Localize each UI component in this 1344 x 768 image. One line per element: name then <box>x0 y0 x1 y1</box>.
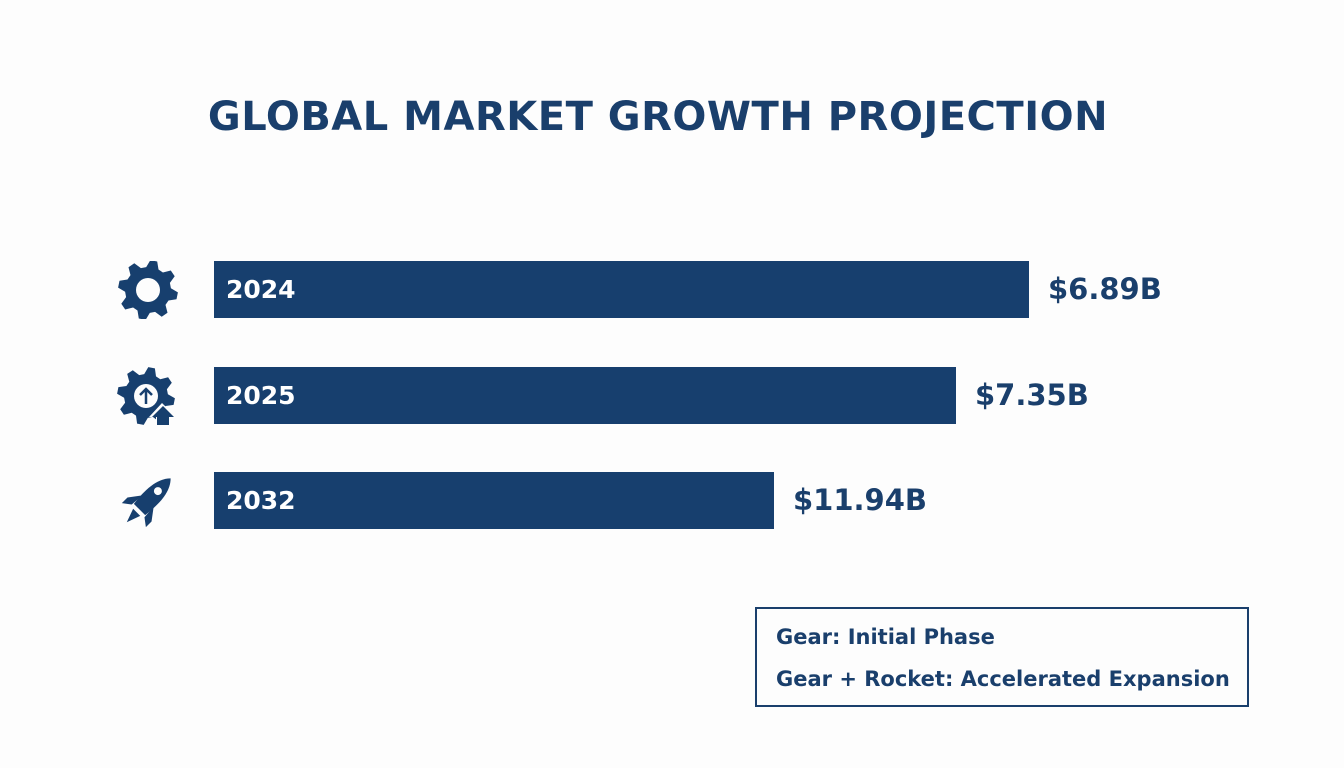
category-label: 2024 <box>226 275 296 304</box>
legend-entry-gear-rocket: Gear + Rocket: Accelerated Expansion <box>776 667 1230 691</box>
value-label: $7.35B <box>975 378 1089 412</box>
bar-2024: 2024 <box>214 261 1029 318</box>
rocket-icon <box>116 472 180 530</box>
bar-row-2024: 2024 $6.89B <box>0 260 1344 320</box>
bar-2032: 2032 <box>214 472 774 529</box>
value-label: $11.94B <box>793 483 928 517</box>
bar-2025: 2025 <box>214 367 956 424</box>
bar-row-2032: 2032 $11.94B <box>0 472 1344 530</box>
legend-entry-gear: Gear: Initial Phase <box>776 625 995 649</box>
gear-with-up-arrow-icon <box>116 367 180 425</box>
category-label: 2032 <box>226 486 296 515</box>
legend: Gear: Initial Phase Gear + Rocket: Accel… <box>755 607 1249 707</box>
category-label: 2025 <box>226 381 296 410</box>
gear-icon <box>116 260 180 320</box>
bar-row-2025: 2025 $7.35B <box>0 367 1344 425</box>
chart-title: GLOBAL MARKET GROWTH PROJECTION <box>207 94 1109 140</box>
value-label: $6.89B <box>1048 272 1162 306</box>
